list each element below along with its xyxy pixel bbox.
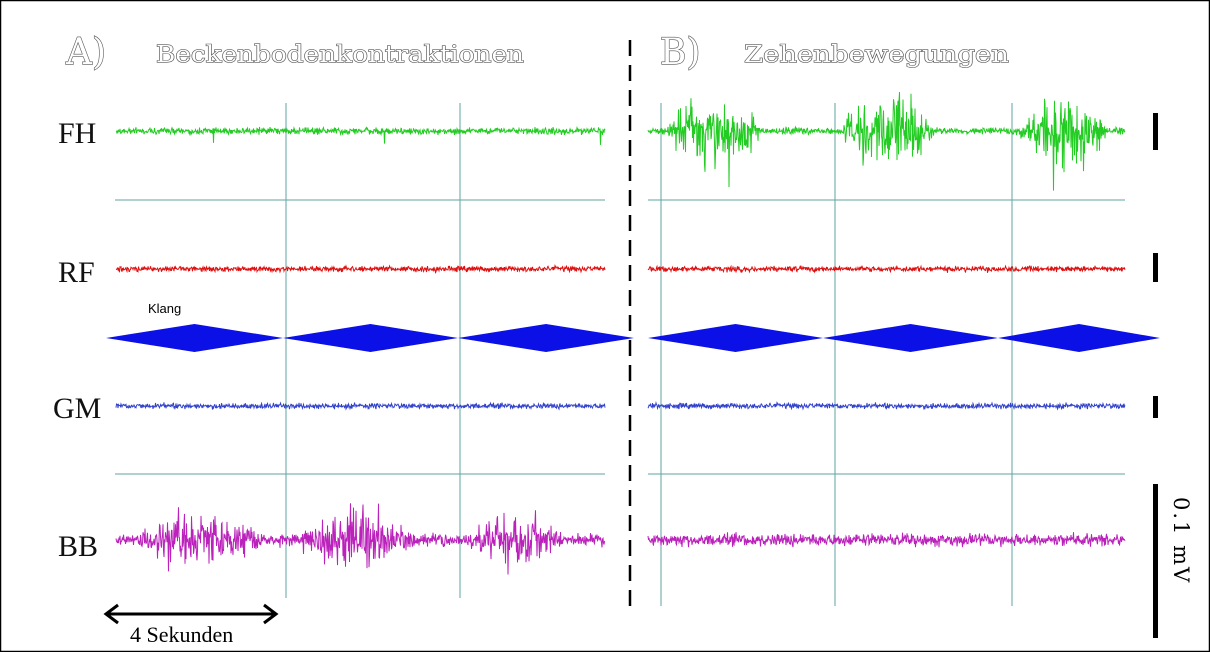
channel-label-fh: FH xyxy=(58,117,96,150)
scale-bar-rf xyxy=(1153,253,1158,282)
trace-gm-panel-a xyxy=(115,401,606,411)
trace-bb-panel-a xyxy=(115,503,606,575)
stimulus-diamond-panel-a-1 xyxy=(106,324,283,352)
scale-bar-fh xyxy=(1153,113,1158,150)
emg-traces xyxy=(115,91,1126,575)
panel-a-title: Beckenbodenkontraktionen xyxy=(156,42,524,68)
scale-bar-gm xyxy=(1153,396,1158,418)
trace-fh-panel-b xyxy=(647,91,1126,191)
scale-bar-bb xyxy=(1153,484,1158,638)
grid-lines xyxy=(115,103,1125,606)
channel-label-bb: BB xyxy=(58,530,98,563)
stimulus-label: Klang xyxy=(148,301,181,316)
channel-label-rf: RF xyxy=(58,256,95,289)
time-scale-label: 4 Sekunden xyxy=(130,622,233,647)
channel-label-gm: GM xyxy=(53,392,101,425)
trace-rf-panel-a xyxy=(115,264,606,274)
trace-gm-panel-b xyxy=(647,401,1126,411)
trace-fh-panel-a xyxy=(115,126,606,145)
panel-a-letter: A) xyxy=(65,32,106,73)
trace-rf-panel-b xyxy=(647,264,1126,274)
amplitude-scale-label: 0.1 mV xyxy=(1169,497,1193,584)
time-scale-arrowhead-left xyxy=(103,603,119,625)
trace-bb-panel-b xyxy=(647,532,1126,548)
stimulus-diamond-panel-a-3 xyxy=(458,324,634,352)
stimulus-diamond-panel-b-2 xyxy=(823,324,998,352)
panel-b-letter: B) xyxy=(660,32,701,73)
time-scale-arrowhead-right xyxy=(263,603,279,625)
stimulus-diamond-panel-a-2 xyxy=(283,324,458,352)
stimulus-diamond-panel-b-1 xyxy=(648,324,823,352)
stimulus-diamond-panel-b-3 xyxy=(998,324,1160,352)
panel-b-title: Zehenbewegungen xyxy=(744,42,1009,68)
stimulus-markers xyxy=(106,324,1160,352)
